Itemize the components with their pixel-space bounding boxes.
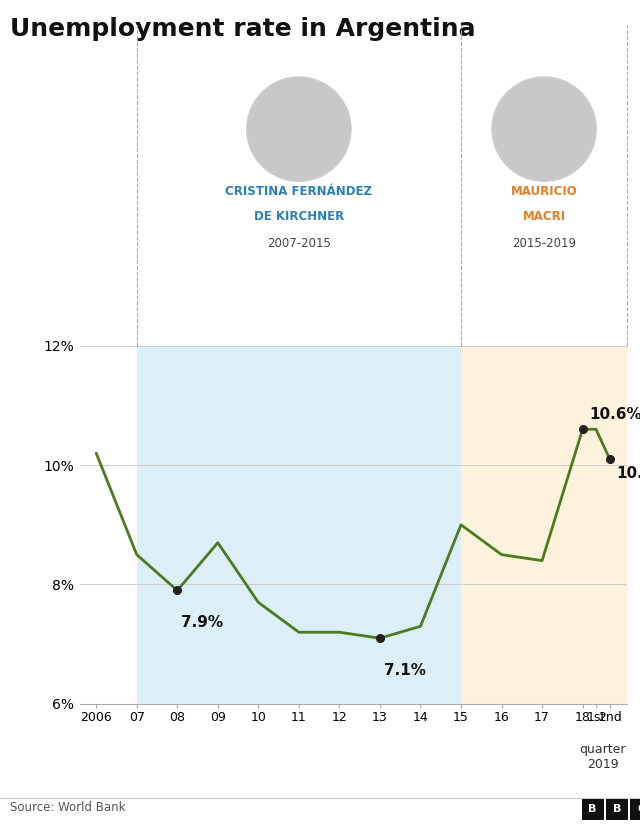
Text: 2015-2019: 2015-2019	[512, 237, 576, 250]
Text: Source: World Bank: Source: World Bank	[10, 801, 125, 815]
Text: MAURICIO: MAURICIO	[511, 185, 577, 198]
Text: CRISTINA FERNÁNDEZ: CRISTINA FERNÁNDEZ	[225, 185, 372, 198]
Text: Unemployment rate in Argentina: Unemployment rate in Argentina	[10, 17, 476, 41]
Text: B: B	[612, 804, 621, 815]
Text: C: C	[637, 804, 640, 815]
Bar	[461, 346, 627, 704]
Text: DE KIRCHNER: DE KIRCHNER	[253, 210, 344, 223]
Text: quarter
2019: quarter 2019	[580, 743, 626, 771]
Text: 10.1%: 10.1%	[617, 466, 640, 481]
Text: 2007-2015: 2007-2015	[267, 237, 331, 250]
Text: MACRI: MACRI	[522, 210, 566, 223]
Text: 10.6%: 10.6%	[589, 407, 640, 422]
Text: 7.9%: 7.9%	[182, 616, 223, 631]
Text: 7.1%: 7.1%	[384, 663, 426, 678]
Bar	[137, 346, 461, 704]
Text: B: B	[588, 804, 597, 815]
